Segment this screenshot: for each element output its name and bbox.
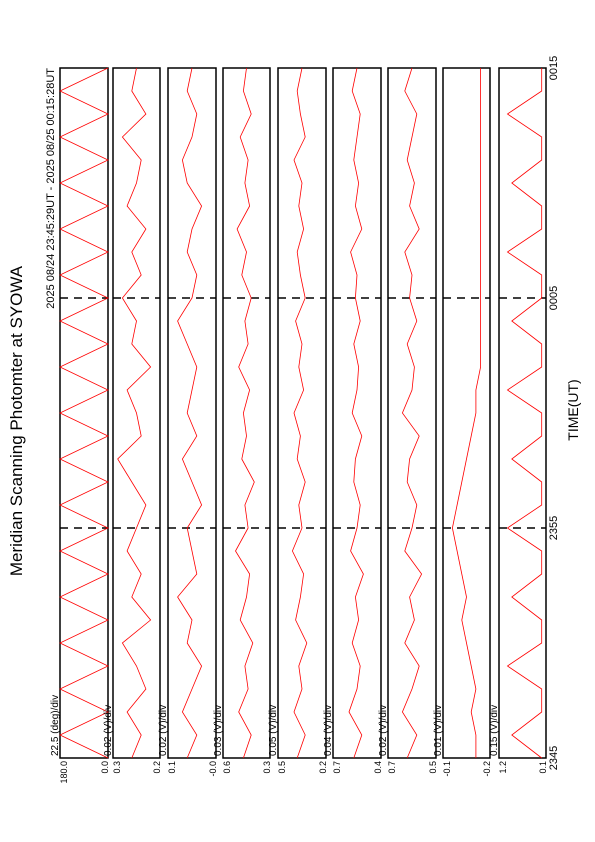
scale-label: 0.01 (V)/div [433,705,444,756]
x-tick-label: 0005 [548,286,560,310]
panel-frame [332,67,382,759]
y-tick-label: 0.1 [167,761,177,774]
panel-frame [167,67,217,759]
data-line [506,68,543,759]
x-tick-label: 2355 [548,516,560,540]
scale-label: 0.02 (V)/div [158,705,169,756]
y-tick-label: 0.5 [277,761,287,774]
y-tick-label: 0.3 [262,761,272,774]
panel-frame [442,67,491,759]
scale-label: 0.15 (V)/div [489,705,500,756]
panel-frame [277,67,327,759]
scale-label: 22.5 (deg)/div [50,695,61,756]
data-line [59,67,109,759]
data-line [177,67,203,759]
y-tick-label: -0.1 [442,761,452,777]
scale-label: 0.04 (V)/div [323,705,334,756]
y-tick-label: 0.2 [318,761,328,774]
scale-label: 0.02 (V)/div [378,705,389,756]
panel-frame [498,67,547,759]
y-tick-label: 0.5 [428,761,438,774]
y-tick-label: 1.2 [498,761,508,774]
y-tick-label: 0.3 [112,761,122,774]
data-line [235,67,255,759]
chart-title: Meridian Scanning Photomter at SYOWA [7,265,26,576]
y-tick-label: 180.0 [59,761,69,784]
scale-label: 0.05 (V)/div [268,705,279,756]
scale-label: 0.03 (V)/div [213,705,224,756]
y-tick-label: 0.0 [100,761,110,774]
x-axis-label: TIME(UT) [565,379,581,440]
chart-subtitle: 2025 08/24 23:45:29UT - 2025 08/25 00:15… [45,68,57,309]
data-line [117,67,152,759]
y-tick-label: 0.7 [332,761,342,774]
data-line [291,67,308,759]
scale-label: 0.02 (V)/div [103,705,114,756]
y-tick-label: -0.0 [208,761,218,777]
data-line [401,67,423,759]
y-tick-label: 0.2 [152,761,162,774]
y-tick-label: 0.6 [222,761,232,774]
y-tick-label: 0.1 [538,761,548,774]
rotated-plot: Meridian Scanning Photomter at SYOWA 202… [7,56,581,784]
y-tick-label: 0.4 [373,761,383,774]
data-line [451,68,481,758]
y-tick-label: 0.7 [387,761,397,774]
x-tick-label: 2345 [548,746,560,770]
x-tick-label: 0015 [548,56,560,80]
y-tick-label: -0.2 [482,761,492,777]
data-line [348,67,364,759]
